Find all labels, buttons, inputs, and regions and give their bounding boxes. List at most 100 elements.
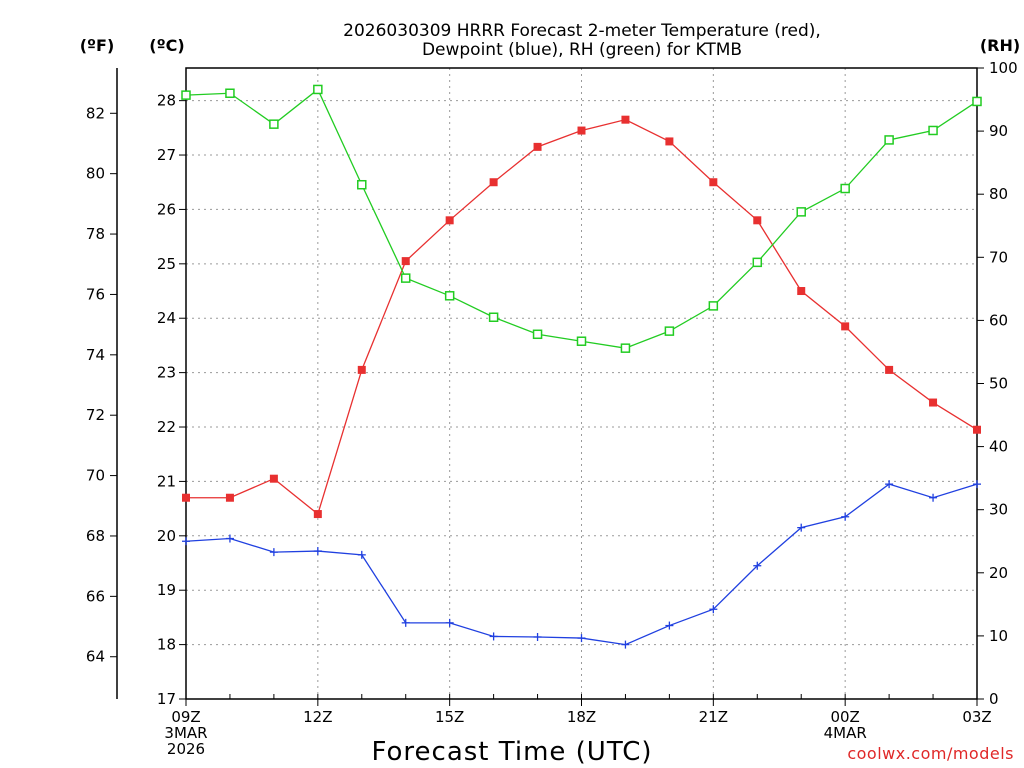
data-series bbox=[181, 84, 982, 649]
rh-tick-label: 80 bbox=[989, 185, 1008, 203]
temperature-point bbox=[841, 322, 850, 331]
fahrenheit-tick-label: 74 bbox=[86, 346, 105, 364]
rh-tick-label: 20 bbox=[989, 564, 1008, 582]
temperature-point bbox=[885, 365, 894, 374]
rh-point bbox=[576, 336, 587, 346]
dewpoint-point bbox=[709, 605, 718, 614]
celsius-tick-label: 21 bbox=[157, 472, 176, 490]
temperature-point bbox=[225, 493, 234, 502]
series-dewpoint bbox=[182, 480, 981, 649]
fahrenheit-tick-label: 78 bbox=[86, 225, 105, 243]
x-axis-label: Forecast Time (UTC) bbox=[371, 737, 652, 767]
temperature-point bbox=[797, 287, 806, 296]
grid-lines bbox=[186, 68, 977, 699]
rh-point bbox=[708, 301, 719, 311]
celsius-tick-label: 20 bbox=[157, 527, 176, 545]
series-line-temperature bbox=[186, 118, 978, 516]
rh-point bbox=[928, 125, 938, 136]
dewpoint-point bbox=[357, 550, 366, 559]
rh-point bbox=[225, 88, 235, 98]
rh-point bbox=[620, 343, 631, 353]
temperature-point bbox=[709, 178, 718, 187]
dewpoint-point bbox=[885, 480, 894, 489]
dewpoint-point bbox=[753, 561, 762, 570]
x-tick-label: 15Z bbox=[435, 708, 464, 726]
x-tick-label: 3MAR bbox=[164, 724, 207, 742]
dewpoint-point bbox=[182, 537, 190, 546]
chart-title-line-2: Dewpoint (blue), RH (green) for KTMB bbox=[422, 40, 742, 60]
temperature-point bbox=[621, 115, 630, 124]
fahrenheit-tick-label: 80 bbox=[86, 165, 105, 183]
temperature-point bbox=[489, 178, 498, 187]
rh-tick-label: 50 bbox=[989, 375, 1008, 393]
dewpoint-point bbox=[489, 632, 498, 641]
dewpoint-point bbox=[577, 634, 586, 643]
x-tick-label: 18Z bbox=[567, 708, 596, 726]
dewpoint-point bbox=[225, 534, 234, 543]
temperature-point bbox=[533, 142, 542, 151]
rh-point bbox=[796, 207, 806, 217]
rh-unit-label: (RH) bbox=[980, 36, 1020, 55]
series-rh bbox=[181, 84, 982, 353]
celsius-tick-label: 19 bbox=[157, 581, 176, 599]
temperature-point bbox=[313, 510, 322, 519]
dewpoint-point bbox=[533, 632, 542, 641]
rh-tick-label: 10 bbox=[989, 627, 1008, 645]
temperature-point bbox=[401, 257, 410, 266]
temperature-point bbox=[929, 398, 938, 407]
rh-point bbox=[357, 179, 367, 190]
fahrenheit-tick-label: 82 bbox=[86, 104, 105, 122]
dewpoint-point bbox=[797, 523, 806, 532]
rh-point bbox=[532, 329, 543, 340]
celsius-tick-label: 28 bbox=[157, 92, 176, 110]
rh-point bbox=[313, 84, 323, 95]
celsius-unit-label: (ºC) bbox=[149, 36, 184, 55]
dewpoint-point bbox=[445, 618, 454, 627]
dewpoint-point bbox=[269, 548, 278, 557]
rh-point bbox=[181, 90, 191, 100]
temperature-point bbox=[445, 216, 454, 225]
celsius-tick-label: 26 bbox=[157, 200, 176, 218]
plot-frame bbox=[185, 67, 978, 700]
fahrenheit-tick-label: 70 bbox=[86, 467, 105, 485]
rh-point bbox=[752, 257, 763, 268]
celsius-tick-label: 17 bbox=[157, 690, 176, 708]
rh-tick-label: 100 bbox=[989, 59, 1018, 77]
celsius-tick-label: 22 bbox=[157, 418, 176, 436]
celsius-tick-label: 25 bbox=[157, 255, 176, 273]
rh-point bbox=[400, 273, 411, 283]
celsius-tick-label: 18 bbox=[157, 636, 176, 654]
x-tick-label: 4MAR bbox=[824, 724, 867, 742]
temperature-point bbox=[753, 216, 762, 225]
dewpoint-point bbox=[401, 618, 410, 627]
rh-point bbox=[488, 312, 499, 322]
chart-title-line-1: 2026030309 HRRR Forecast 2-meter Tempera… bbox=[343, 21, 821, 41]
x-tick-label: 09Z bbox=[171, 708, 200, 726]
temperature-point bbox=[269, 474, 278, 483]
rh-point bbox=[884, 135, 894, 145]
fahrenheit-tick-label: 66 bbox=[86, 587, 105, 605]
rh-tick-label: 60 bbox=[989, 311, 1008, 329]
x-tick-label: 21Z bbox=[699, 708, 728, 726]
fahrenheit-tick-label: 72 bbox=[86, 406, 105, 424]
x-tick-label: 12Z bbox=[303, 708, 332, 726]
fahrenheit-tick-label: 68 bbox=[86, 527, 105, 545]
dewpoint-point bbox=[621, 640, 630, 649]
rh-point bbox=[444, 291, 455, 301]
rh-point bbox=[972, 96, 982, 107]
dewpoint-point bbox=[929, 493, 938, 502]
credit-text: coolwx.com/models bbox=[847, 744, 1014, 763]
celsius-tick-label: 27 bbox=[157, 146, 176, 164]
rh-tick-label: 0 bbox=[989, 690, 999, 708]
dewpoint-point bbox=[841, 512, 850, 521]
fahrenheit-tick-label: 76 bbox=[86, 285, 105, 303]
temperature-point bbox=[577, 126, 586, 135]
rh-point bbox=[840, 183, 850, 194]
x-tick-label: 00Z bbox=[830, 708, 859, 726]
rh-point bbox=[269, 119, 279, 129]
temperature-point bbox=[973, 425, 981, 434]
dewpoint-point bbox=[973, 480, 981, 489]
fahrenheit-unit-label: (ºF) bbox=[80, 36, 115, 55]
dewpoint-point bbox=[313, 547, 322, 556]
